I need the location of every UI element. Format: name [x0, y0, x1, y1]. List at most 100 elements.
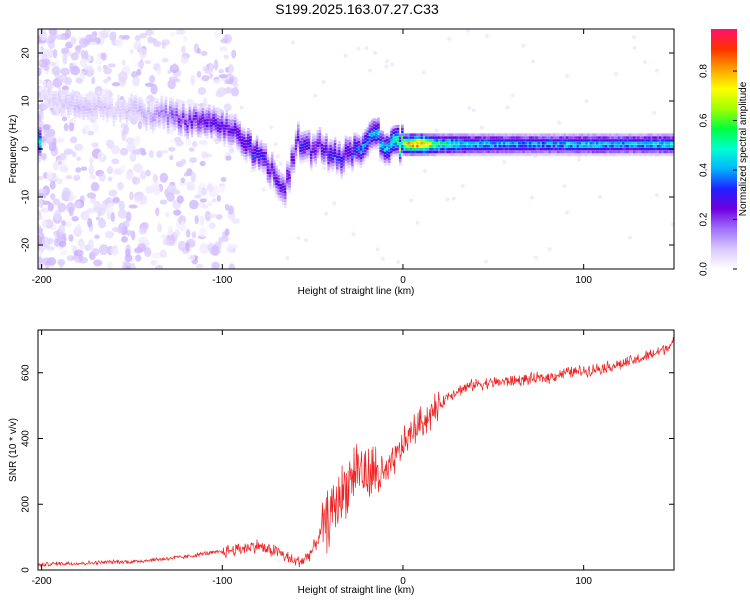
- spectrogram-ridge-cell: [296, 138, 300, 142]
- spectrogram-ridge-cell: [342, 172, 346, 176]
- spectrogram-ridge-cell: [411, 142, 415, 145]
- spectrogram-ridge-cell: [275, 185, 278, 189]
- spectrogram-noise-cell: [129, 191, 134, 201]
- spectrogram-ridge-cell: [242, 131, 246, 134]
- spectrogram-ridge-cell: [563, 153, 567, 157]
- spectrogram-ridge-cell: [585, 133, 588, 136]
- spectrogram-ridge-cell: [320, 143, 324, 147]
- spectrogram-noise-cell: [290, 40, 295, 45]
- spectrogram-ridge-cell: [208, 119, 211, 122]
- spectrogram-noise-cell: [38, 235, 43, 246]
- spectrogram-ridge-cell: [526, 150, 530, 154]
- spectrogram-ridge-cell: [422, 139, 426, 142]
- spectrogram-ridge-cell: [62, 95, 66, 99]
- spectrogram-ridge-cell: [342, 169, 346, 173]
- spectrogram-ridge-cell: [327, 150, 330, 153]
- spectrogram-ridge-cell: [257, 144, 261, 147]
- spectrogram-ridge-cell: [56, 106, 59, 110]
- spectrogram-ridge-cell: [463, 150, 467, 154]
- spectrogram-ridge-cell: [392, 137, 395, 140]
- spectrogram-ridge-cell: [119, 114, 122, 117]
- spectrogram-ridge-cell: [507, 136, 510, 139]
- spectrogram-ridge-cell: [565, 150, 569, 154]
- spectrogram-noise-cell: [79, 58, 88, 68]
- spectrogram-ridge-cell: [201, 131, 205, 134]
- spectrogram-noise-cell: [126, 142, 136, 153]
- spectrogram-ridge-cell: [101, 103, 105, 106]
- spectrogram-noise-cell: [165, 212, 170, 218]
- spectrogram-ridge-cell: [203, 130, 207, 134]
- spectrogram-noise-cell: [197, 87, 207, 95]
- spectrogram-noise-cell: [39, 29, 48, 41]
- spectrogram-ridge-cell: [364, 155, 367, 158]
- spectrogram-ridge-cell: [231, 131, 235, 134]
- spectrogram-noise-cell: [117, 71, 128, 83]
- spectrogram-ridge-cell: [195, 117, 198, 121]
- spectrogram-ridge-cell: [67, 112, 70, 116]
- spectrogram-ridge-cell: [524, 153, 528, 157]
- spectrogram-ridge-cell: [448, 133, 452, 136]
- spectrogram-ridge-cell: [568, 153, 571, 157]
- spectrogram-ridge-cell: [539, 147, 543, 151]
- spectrogram-ridge-cell: [487, 144, 491, 148]
- spectrogram-ridge-cell: [286, 183, 289, 187]
- spectrogram-ridge-cell: [496, 133, 500, 136]
- spectrogram-ridge-cell: [407, 147, 411, 151]
- spectrogram-ridge-cell: [444, 133, 448, 136]
- spectrogram-ridge-cell: [260, 142, 263, 146]
- spectrogram-ridge-cell: [364, 146, 367, 150]
- spectrogram-ridge-cell: [379, 135, 382, 139]
- spectrogram-ridge-cell: [138, 117, 142, 120]
- spectrogram-ridge-cell: [440, 133, 443, 136]
- spectrogram-ridge-cell: [513, 144, 517, 148]
- spectrogram-noise-cell: [180, 177, 185, 184]
- spectrogram-noise-cell: [52, 177, 59, 182]
- spectrogram-noise-cell: [423, 169, 428, 174]
- spectrogram-ridge-cell: [522, 150, 526, 154]
- spectrogram-ridge-cell: [372, 144, 376, 147]
- spectrogram-ridge-cell: [483, 150, 487, 154]
- spectrogram-ridge-cell: [327, 141, 330, 145]
- spectrogram-ridge-cell: [125, 113, 129, 117]
- spectrogram-ridge-cell: [418, 136, 421, 139]
- spectrogram-ridge-cell: [524, 139, 528, 142]
- spectrogram-ridge-cell: [520, 133, 523, 136]
- spectrogram-ridge-cell: [140, 117, 144, 120]
- spectrogram-ridge-cell: [388, 134, 391, 138]
- spectrogram-ridge-cell: [505, 139, 508, 142]
- spectrogram-ridge-cell: [93, 110, 96, 114]
- spectrogram-ridge-cell: [416, 136, 419, 139]
- spectrogram-ridge-cell: [49, 91, 53, 94]
- spectrogram-ridge-cell: [214, 133, 218, 137]
- spectrogram-noise-cell: [41, 219, 48, 228]
- spectrogram-ridge-cell: [225, 138, 229, 142]
- spectrogram-ridge-cell: [487, 133, 491, 136]
- spectrogram-ridge-cell: [481, 153, 484, 157]
- spectrogram-ridge-cell: [286, 166, 289, 170]
- spectrogram-ridge-cell: [641, 150, 645, 154]
- spectrogram-ridge-cell: [140, 108, 144, 112]
- spectrogram-ridge-cell: [494, 139, 497, 142]
- spectrogram-ridge-cell: [342, 163, 346, 167]
- spectrogram-ridge-cell: [264, 157, 268, 161]
- spectrogram-ridge-cell: [502, 142, 506, 145]
- spectrogram-noise-cell: [93, 259, 103, 267]
- spectrogram-ridge-cell: [572, 139, 575, 142]
- spectrogram-ridge-cell: [171, 98, 174, 102]
- spectrogram-ridge-cell: [160, 112, 163, 116]
- spectrogram-noise-cell: [44, 58, 51, 66]
- spectrogram-ridge-cell: [602, 144, 606, 148]
- spectrogram-noise-cell: [87, 239, 94, 250]
- spectrogram-ridge-cell: [179, 133, 183, 137]
- spectrogram-ridge-cell: [628, 144, 632, 148]
- spectrogram-ridge-cell: [125, 110, 129, 114]
- spectrogram-ridge-cell: [398, 139, 402, 143]
- spectrogram-ridge-cell: [565, 144, 569, 148]
- spectrogram-ridge-cell: [370, 131, 374, 134]
- spectrogram-ridge-cell: [184, 119, 187, 123]
- spectrogram-ridge-cell: [188, 103, 192, 107]
- spectrogram-noise-cell: [42, 124, 51, 131]
- spectrogram-ridge-cell: [86, 114, 90, 117]
- spectrogram-ridge-cell: [247, 127, 250, 131]
- spectrogram-noise-cell: [632, 45, 637, 50]
